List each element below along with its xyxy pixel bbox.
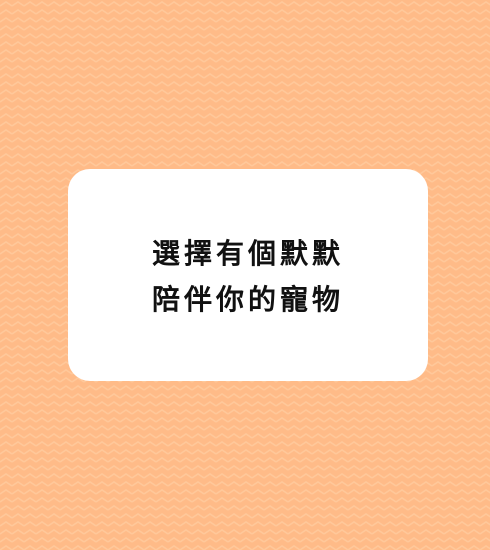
message-text: 選擇有個默默 陪伴你的寵物 [152,231,344,323]
message-card: 選擇有個默默 陪伴你的寵物 [68,169,428,381]
message-line-1: 選擇有個默默 [151,237,344,270]
message-line-2: 陪伴你的寵物 [151,283,344,316]
